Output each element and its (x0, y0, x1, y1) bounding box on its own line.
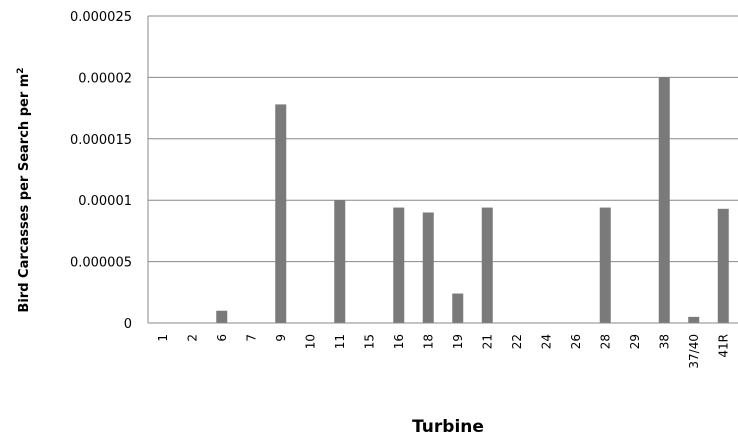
bar-turbine-18 (422, 212, 434, 323)
x-axis-title: Turbine (412, 417, 484, 437)
bar-turbine-9 (275, 104, 287, 323)
y-axis-title-main: Bird Carcasses per Search per m (17, 74, 32, 313)
y-axis-tick-labels: 0 0.000005 0.00001 0.000015 0.00002 0.000025 (70, 10, 132, 332)
y-tick-label: 0.00002 (78, 71, 132, 86)
x-tick-label: 26 (569, 334, 583, 349)
x-tick-label: 29 (628, 334, 642, 349)
bar-turbine-11 (334, 200, 346, 323)
bar-turbine-37-40 (688, 316, 700, 323)
x-tick-label: 2 (185, 334, 199, 342)
y-tick-label: 0.000005 (70, 256, 132, 271)
x-tick-label: 21 (480, 334, 494, 349)
y-tick-label: 0.000015 (70, 133, 132, 148)
x-tick-label: 15 (362, 334, 376, 349)
x-tick-label: 22 (510, 334, 524, 349)
bars (216, 77, 729, 324)
x-tick-label: 19 (451, 334, 465, 349)
x-tick-label: 24 (539, 334, 553, 349)
gridlines (148, 15, 738, 263)
y-axis-title-superscript: 2 (16, 67, 26, 73)
x-tick-label: 1 (156, 334, 170, 342)
x-tick-label: 10 (303, 334, 317, 349)
x-tick-label: 41R (716, 334, 730, 358)
bar-turbine-28 (599, 207, 611, 323)
x-tick-label: 6 (215, 334, 229, 342)
x-tick-label: 28 (598, 334, 612, 349)
y-tick-label: 0.00001 (78, 194, 132, 209)
bar-turbine-6 (216, 310, 228, 323)
y-tick-label: 0 (124, 317, 132, 332)
bar-turbine-38 (658, 77, 670, 324)
x-tick-label: 11 (333, 334, 347, 349)
x-tick-label: 38 (657, 334, 671, 349)
bar-turbine-41R (717, 208, 729, 323)
y-axis-title: Bird Carcasses per Search per m2 (16, 67, 32, 312)
axes (147, 16, 738, 324)
bar-turbine-19 (452, 293, 464, 323)
y-tick-label: 0.000025 (70, 10, 132, 25)
x-axis-tick-labels: 1 2 6 7 9 10 11 15 16 18 19 21 22 24 26 28 29 38 37/40 41R (156, 334, 731, 369)
x-tick-label: 16 (392, 334, 406, 349)
x-tick-label: 9 (274, 334, 288, 342)
x-tick-label: 7 (244, 334, 258, 342)
bar-turbine-16 (393, 207, 405, 323)
bar-turbine-21 (481, 207, 493, 323)
x-tick-label: 37/40 (687, 334, 701, 369)
x-tick-label: 18 (421, 334, 435, 349)
